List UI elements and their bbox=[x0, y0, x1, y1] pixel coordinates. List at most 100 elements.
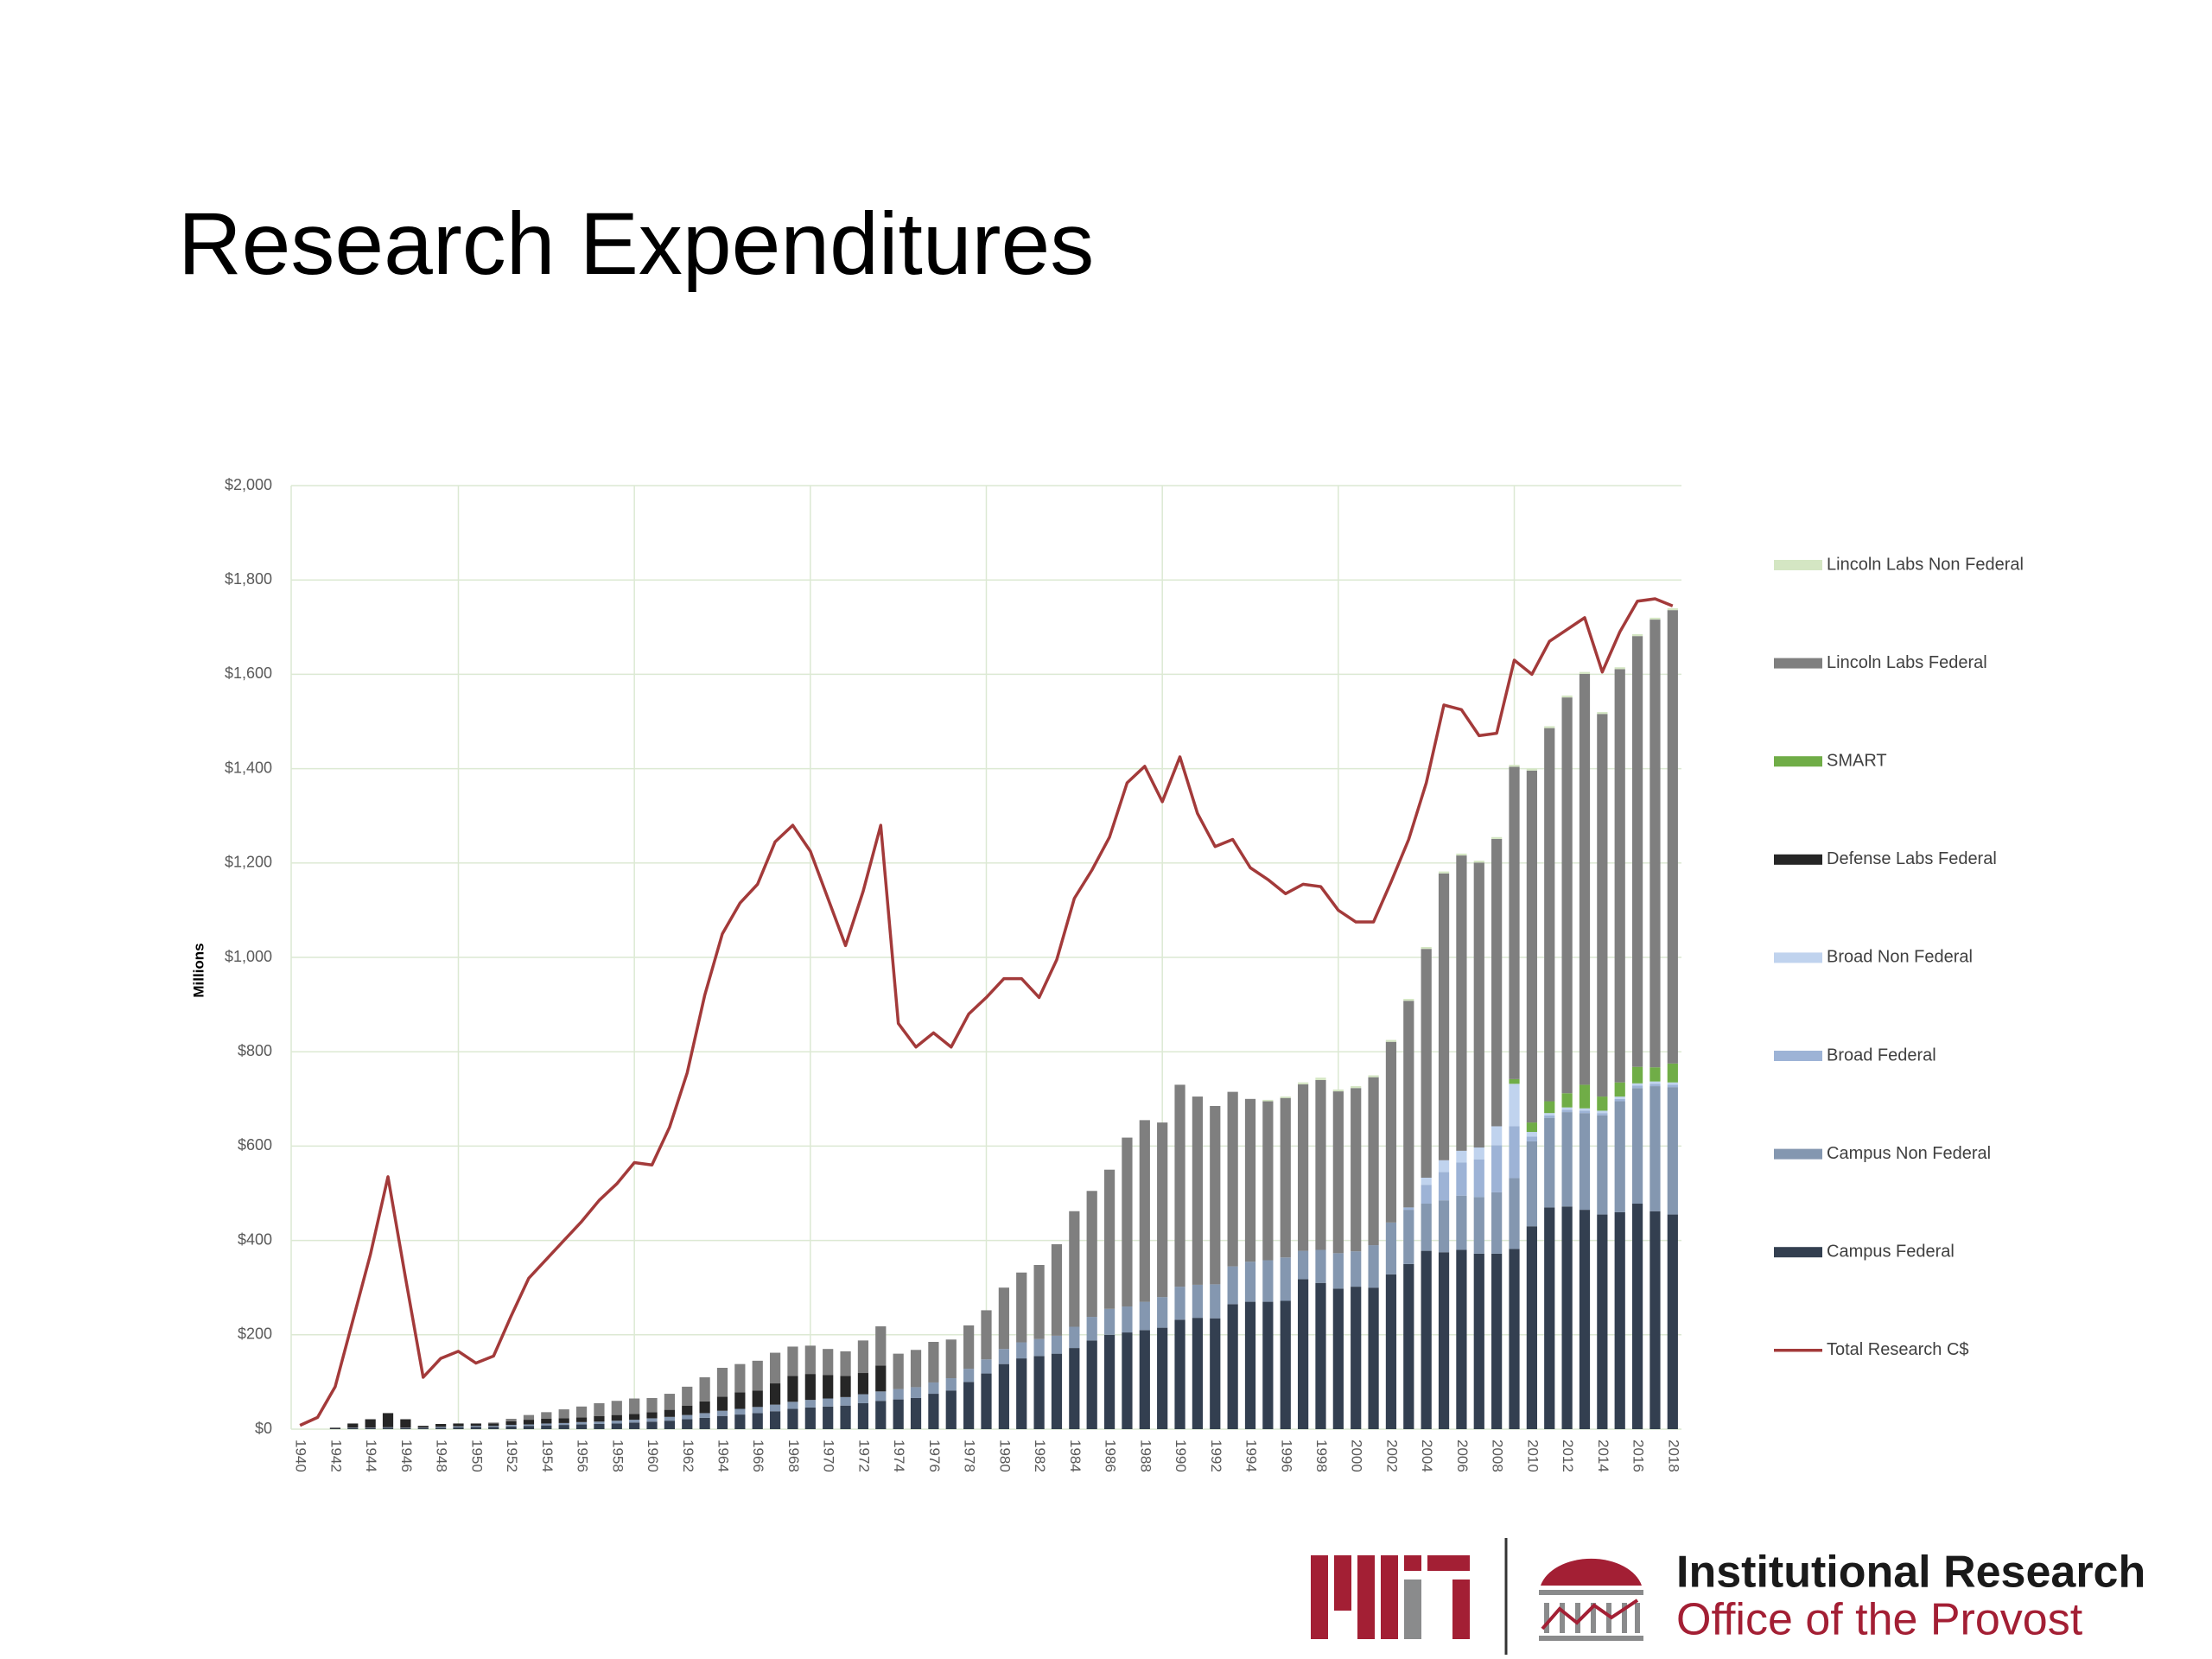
bar-segment bbox=[769, 1383, 781, 1405]
bar-segment bbox=[453, 1427, 464, 1429]
bar-segment bbox=[1403, 1001, 1414, 1208]
bar-segment bbox=[1579, 1113, 1591, 1211]
bar-segment bbox=[1579, 1084, 1591, 1109]
bar-segment bbox=[1579, 671, 1591, 674]
bar-segment bbox=[417, 1427, 429, 1428]
logo-bar bbox=[1452, 1580, 1470, 1639]
bar-segment bbox=[1227, 1266, 1238, 1305]
bar-segment bbox=[575, 1424, 588, 1429]
bar-segment bbox=[365, 1419, 376, 1428]
x-tick-label: 1972 bbox=[855, 1440, 872, 1472]
y-axis-label: Millions bbox=[190, 943, 207, 997]
bar-segment bbox=[998, 1287, 1009, 1350]
bar-segment bbox=[734, 1408, 746, 1415]
bar-segment bbox=[1631, 1088, 1643, 1205]
bar-segment bbox=[488, 1423, 499, 1427]
bar-segment bbox=[382, 1413, 394, 1427]
bar-segment bbox=[1649, 1086, 1661, 1211]
bar-segment bbox=[1297, 1250, 1309, 1280]
legend-label: SMART bbox=[1827, 751, 1887, 770]
bar-segment bbox=[893, 1353, 904, 1389]
bar-segment bbox=[769, 1404, 781, 1412]
y-tick-label: $1,400 bbox=[225, 759, 272, 776]
logo: Institutional Research Office of the Pro… bbox=[1311, 1538, 2145, 1655]
bar-segment bbox=[1069, 1211, 1080, 1327]
x-tick-label: 2010 bbox=[1524, 1440, 1541, 1472]
x-tick-label: 2018 bbox=[1665, 1440, 1681, 1472]
bar-segment bbox=[1456, 855, 1467, 1151]
bar-segment bbox=[1280, 1257, 1291, 1301]
bar-segment bbox=[928, 1394, 939, 1429]
bar-segment bbox=[611, 1423, 622, 1429]
bar-segment bbox=[1456, 1249, 1467, 1429]
bar-segment bbox=[1526, 1141, 1537, 1227]
bar-segment bbox=[1561, 1206, 1573, 1429]
logo-bar bbox=[1357, 1555, 1375, 1639]
bar-segment bbox=[1244, 1262, 1256, 1302]
bar-segment bbox=[1579, 1210, 1591, 1429]
x-tick-label: 1982 bbox=[1032, 1440, 1048, 1472]
bar-segment bbox=[1315, 1077, 1326, 1080]
bar-segment bbox=[928, 1341, 939, 1382]
x-tick-label: 1998 bbox=[1313, 1440, 1330, 1472]
x-tick-label: 1948 bbox=[434, 1440, 450, 1472]
bar-segment bbox=[1192, 1096, 1204, 1285]
bar-segment bbox=[945, 1339, 957, 1379]
x-tick-label: 1940 bbox=[293, 1440, 309, 1472]
bar-segment bbox=[1561, 1107, 1573, 1110]
bar-segment bbox=[1667, 1063, 1678, 1083]
x-tick-label: 1952 bbox=[504, 1440, 520, 1472]
bar-segment bbox=[1597, 712, 1608, 715]
logo-name: Institutional Research bbox=[1676, 1548, 2145, 1598]
bar-segment bbox=[470, 1423, 481, 1427]
bar-segment bbox=[998, 1363, 1009, 1429]
x-tick-label: 2012 bbox=[1560, 1440, 1576, 1472]
bar-segment bbox=[664, 1394, 676, 1410]
bar-segment bbox=[435, 1427, 447, 1429]
y-tick-label: $1,200 bbox=[225, 854, 272, 871]
bar-segment bbox=[1385, 1041, 1397, 1223]
bar-segment bbox=[1667, 607, 1678, 611]
bar-segment bbox=[1491, 1126, 1503, 1146]
bar-segment bbox=[505, 1418, 517, 1421]
bar-segment bbox=[1351, 1088, 1362, 1252]
bar-segment bbox=[1473, 862, 1484, 1148]
logo-bar bbox=[1404, 1555, 1421, 1571]
x-tick-label: 1962 bbox=[680, 1440, 696, 1472]
bar-segment bbox=[1509, 1249, 1520, 1429]
bar-segment bbox=[1561, 1112, 1573, 1207]
y-tick-label: $1,600 bbox=[225, 664, 272, 682]
bar-segment bbox=[1438, 871, 1450, 874]
bar-segment bbox=[840, 1405, 851, 1429]
legend: Lincoln Labs Non Federal Lincoln Labs Fed… bbox=[1774, 555, 2024, 1359]
bar-segment bbox=[682, 1405, 693, 1415]
bar-segment bbox=[1649, 1211, 1661, 1429]
bar-segment bbox=[1526, 1136, 1537, 1141]
bar-segment bbox=[1438, 1172, 1450, 1201]
bar-segment bbox=[1667, 1214, 1678, 1429]
bar-segment bbox=[716, 1415, 728, 1429]
bar-segment bbox=[1262, 1301, 1274, 1429]
bar-segment bbox=[505, 1425, 517, 1427]
bar-segment bbox=[1631, 636, 1643, 1067]
bar-segment bbox=[963, 1382, 975, 1429]
bar-segment bbox=[575, 1417, 588, 1422]
bar-segment bbox=[981, 1310, 992, 1360]
bar-segment bbox=[787, 1376, 798, 1402]
bar-segment bbox=[1631, 633, 1643, 637]
bar-segment bbox=[1438, 1252, 1450, 1429]
plot-area: $0 $200 $400 $600 $800 $1,000 $1,200 $1,400 $1,6… bbox=[225, 476, 1681, 1472]
bar-segment bbox=[1473, 1253, 1484, 1429]
x-tick-label: 1964 bbox=[715, 1440, 732, 1472]
x-tick-label: 1986 bbox=[1103, 1440, 1119, 1472]
bar-segment bbox=[963, 1369, 975, 1382]
bar-segment bbox=[823, 1375, 834, 1399]
bar-segment bbox=[1631, 1085, 1643, 1089]
bar-segment bbox=[329, 1428, 341, 1429]
bar-segment bbox=[1174, 1287, 1185, 1320]
bar-segment bbox=[857, 1394, 869, 1403]
legend-swatch bbox=[1774, 658, 1822, 669]
bar-segment bbox=[558, 1422, 569, 1426]
bar-segment bbox=[470, 1427, 481, 1429]
logo-bar bbox=[1404, 1580, 1421, 1639]
